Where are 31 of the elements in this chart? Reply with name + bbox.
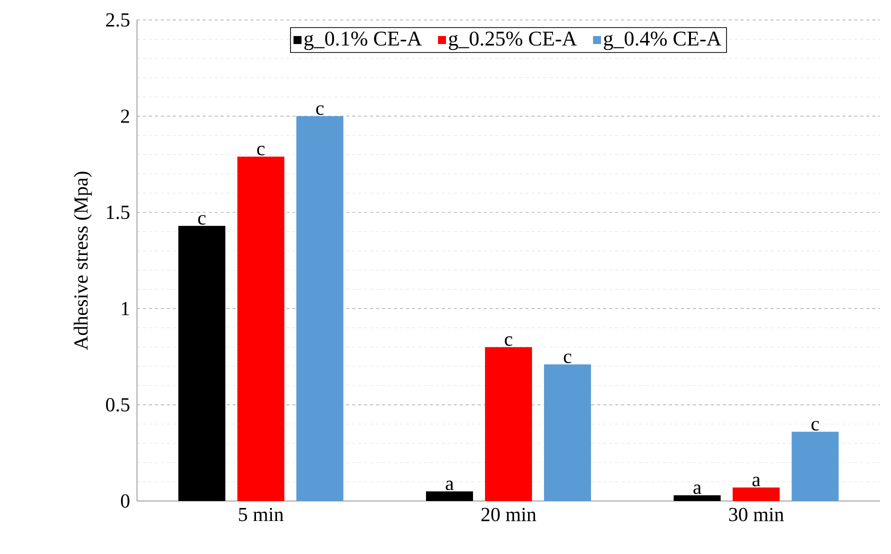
- data-label: c: [316, 105, 324, 115]
- bar: [296, 116, 344, 501]
- bar: [544, 364, 592, 501]
- y-tick-label: 2: [121, 110, 130, 123]
- y-tick-label: 1.5: [107, 206, 130, 220]
- data-label: a: [752, 476, 760, 486]
- bar: [237, 156, 284, 501]
- bar: [732, 488, 780, 501]
- bar: [674, 495, 721, 501]
- bar: [792, 432, 839, 501]
- data-label: a: [693, 484, 702, 494]
- bar: [426, 491, 474, 501]
- bar: [485, 347, 532, 501]
- data-label: c: [257, 146, 265, 156]
- x-tick-label: 20 min: [481, 508, 536, 522]
- bar: [178, 226, 226, 501]
- y-tick-label: 0.5: [106, 398, 130, 412]
- legend-label: g_0.25% CE-A: [448, 32, 577, 50]
- legend-label: g_0.1% CE-A: [304, 32, 422, 50]
- legend-label: g_0.4% CE-A: [604, 32, 722, 50]
- x-tick-label: 5 min: [239, 508, 284, 522]
- data-label: c: [198, 215, 206, 225]
- data-label: c: [504, 336, 512, 346]
- y-tick-label: 0: [120, 494, 130, 508]
- data-label: c: [564, 354, 572, 364]
- y-tick-label: 1: [122, 302, 129, 316]
- y-axis-title: Adhesive stress (Mpa): [74, 172, 92, 350]
- data-label: a: [446, 480, 454, 490]
- y-tick-label: 2.5: [106, 13, 130, 27]
- data-label: c: [812, 420, 819, 431]
- x-tick-label: 30 min: [729, 508, 784, 522]
